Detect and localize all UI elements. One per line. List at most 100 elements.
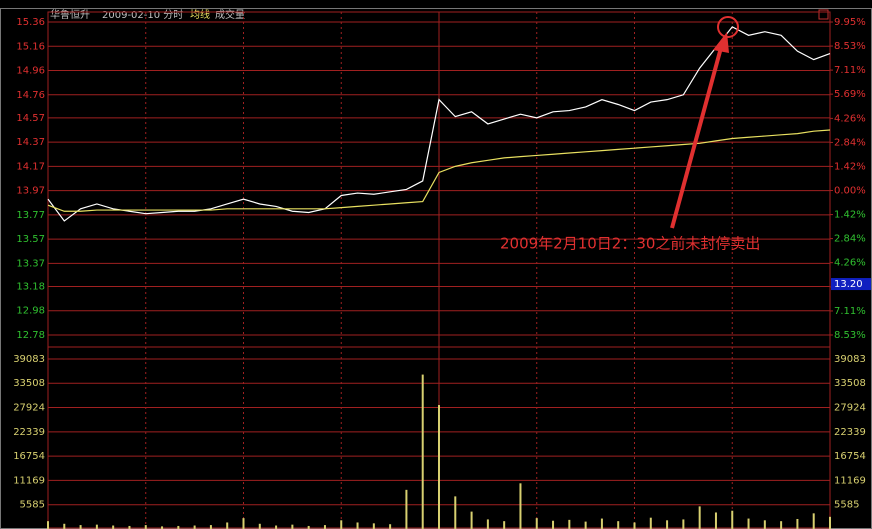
y-tick-label: 14.76 [16, 90, 45, 101]
volume-bar [633, 522, 636, 529]
volume-bar [535, 518, 538, 529]
volume-bar [780, 521, 783, 529]
volume-bar [731, 510, 734, 529]
volume-bar [242, 518, 245, 529]
volume-bar [829, 516, 831, 529]
y-tick-label: 15.36 [16, 17, 45, 28]
y-tick-label: 12.78 [16, 330, 45, 341]
y-tick-label: 12.98 [16, 306, 45, 317]
volume-bar [209, 525, 212, 529]
annotation-text: 2009年2月10日2：30之前未封停卖出 [500, 235, 760, 253]
volume-bar [177, 525, 180, 529]
volume-tick-label-right: 11169 [834, 475, 866, 486]
stock-name: 华鲁恒升 [50, 8, 90, 21]
y-tick-label: 13.57 [16, 234, 45, 245]
y2-tick-label: 4.26% [834, 258, 866, 269]
y2-tick-label: 8.53% [834, 41, 866, 52]
volume-bar [291, 524, 294, 529]
volume-label: 成交量 [215, 8, 245, 21]
y2-tick-label: 5.69% [834, 89, 866, 100]
y-tick-label: 14.96 [16, 66, 45, 77]
volume-bar [649, 517, 652, 529]
volume-bar [600, 518, 603, 529]
volume-bar [617, 521, 620, 529]
volume-bar [356, 522, 359, 529]
volume-bar [63, 523, 66, 529]
y2-tick-label: 0.00% [834, 186, 866, 197]
volume-bar [389, 524, 392, 529]
volume-bar [79, 525, 82, 529]
avg-label: 均线 [190, 8, 210, 21]
y2-tick-label: 4.26% [834, 113, 866, 124]
volume-bar [552, 520, 555, 529]
volume-bar [128, 525, 131, 529]
corner-button[interactable] [818, 9, 829, 20]
volume-bar [323, 525, 326, 529]
arrow-head [713, 32, 729, 53]
volume-bar [698, 506, 701, 529]
volume-bar [666, 520, 669, 529]
y2-tick-label: 2.84% [834, 234, 866, 245]
volume-bar [161, 526, 164, 529]
volume-bar [519, 483, 522, 529]
annotation-arrow [670, 43, 724, 229]
volume-bar [584, 521, 587, 529]
volume-tick-label: 39083 [13, 354, 45, 365]
volume-tick-label: 27924 [13, 403, 45, 414]
highlight-circle [717, 16, 739, 38]
volume-bar [747, 518, 750, 529]
volume-bar [470, 511, 473, 529]
volume-bar [454, 496, 457, 529]
volume-bar [275, 525, 278, 529]
date-label: 2009-02-10 分时 [102, 9, 183, 21]
y-tick-label: 14.57 [16, 113, 45, 124]
volume-bar [714, 512, 717, 529]
y-tick-label: 15.16 [16, 41, 45, 52]
volume-bar [95, 524, 98, 529]
volume-bar [568, 519, 571, 529]
volume-bar [226, 522, 229, 529]
y2-tick-label: 7.11% [834, 65, 866, 76]
volume-bar [796, 518, 799, 529]
y-tick-label: 13.37 [16, 258, 45, 269]
volume-tick-label: 22339 [13, 427, 45, 438]
volume-bar [405, 489, 408, 529]
y-tick-label: 14.37 [16, 137, 45, 148]
y2-tick-label: 8.53% [834, 330, 866, 341]
volume-bar [763, 520, 766, 529]
volume-tick-label: 5585 [20, 500, 45, 511]
volume-tick-label: 11169 [13, 475, 45, 486]
volume-tick-label-right: 5585 [834, 500, 859, 511]
volume-tick-label: 33508 [13, 378, 45, 389]
volume-tick-label-right: 27924 [834, 403, 866, 414]
y2-tick-label: 2.84% [834, 137, 866, 148]
volume-tick-label-right: 33508 [834, 378, 866, 389]
y-tick-label: 13.97 [16, 186, 45, 197]
volume-tick-label: 16754 [13, 451, 45, 462]
volume-bar [421, 374, 424, 529]
y2-tick-label: 1.42% [834, 210, 866, 221]
volume-tick-label-right: 16754 [834, 451, 866, 462]
volume-bar [258, 523, 261, 529]
volume-bar [486, 519, 489, 529]
volume-bar [193, 525, 196, 529]
volume-bar [503, 521, 506, 529]
volume-bar [812, 513, 815, 529]
volume-tick-label-right: 22339 [834, 427, 866, 438]
volume-bar [47, 521, 49, 529]
volume-bar [112, 525, 115, 529]
volume-bar [682, 519, 685, 529]
volume-bar [144, 525, 147, 529]
price-line [47, 26, 831, 222]
y2-tick-label: 7.11% [834, 306, 866, 317]
volume-bar [340, 520, 343, 529]
y-tick-label: 13.18 [16, 281, 45, 292]
volume-tick-label-right: 39083 [834, 354, 866, 365]
volume-bar [372, 523, 375, 529]
y2-tick-label: 1.42% [834, 161, 866, 172]
volume-bar [438, 405, 440, 529]
volume-bar [307, 525, 310, 529]
